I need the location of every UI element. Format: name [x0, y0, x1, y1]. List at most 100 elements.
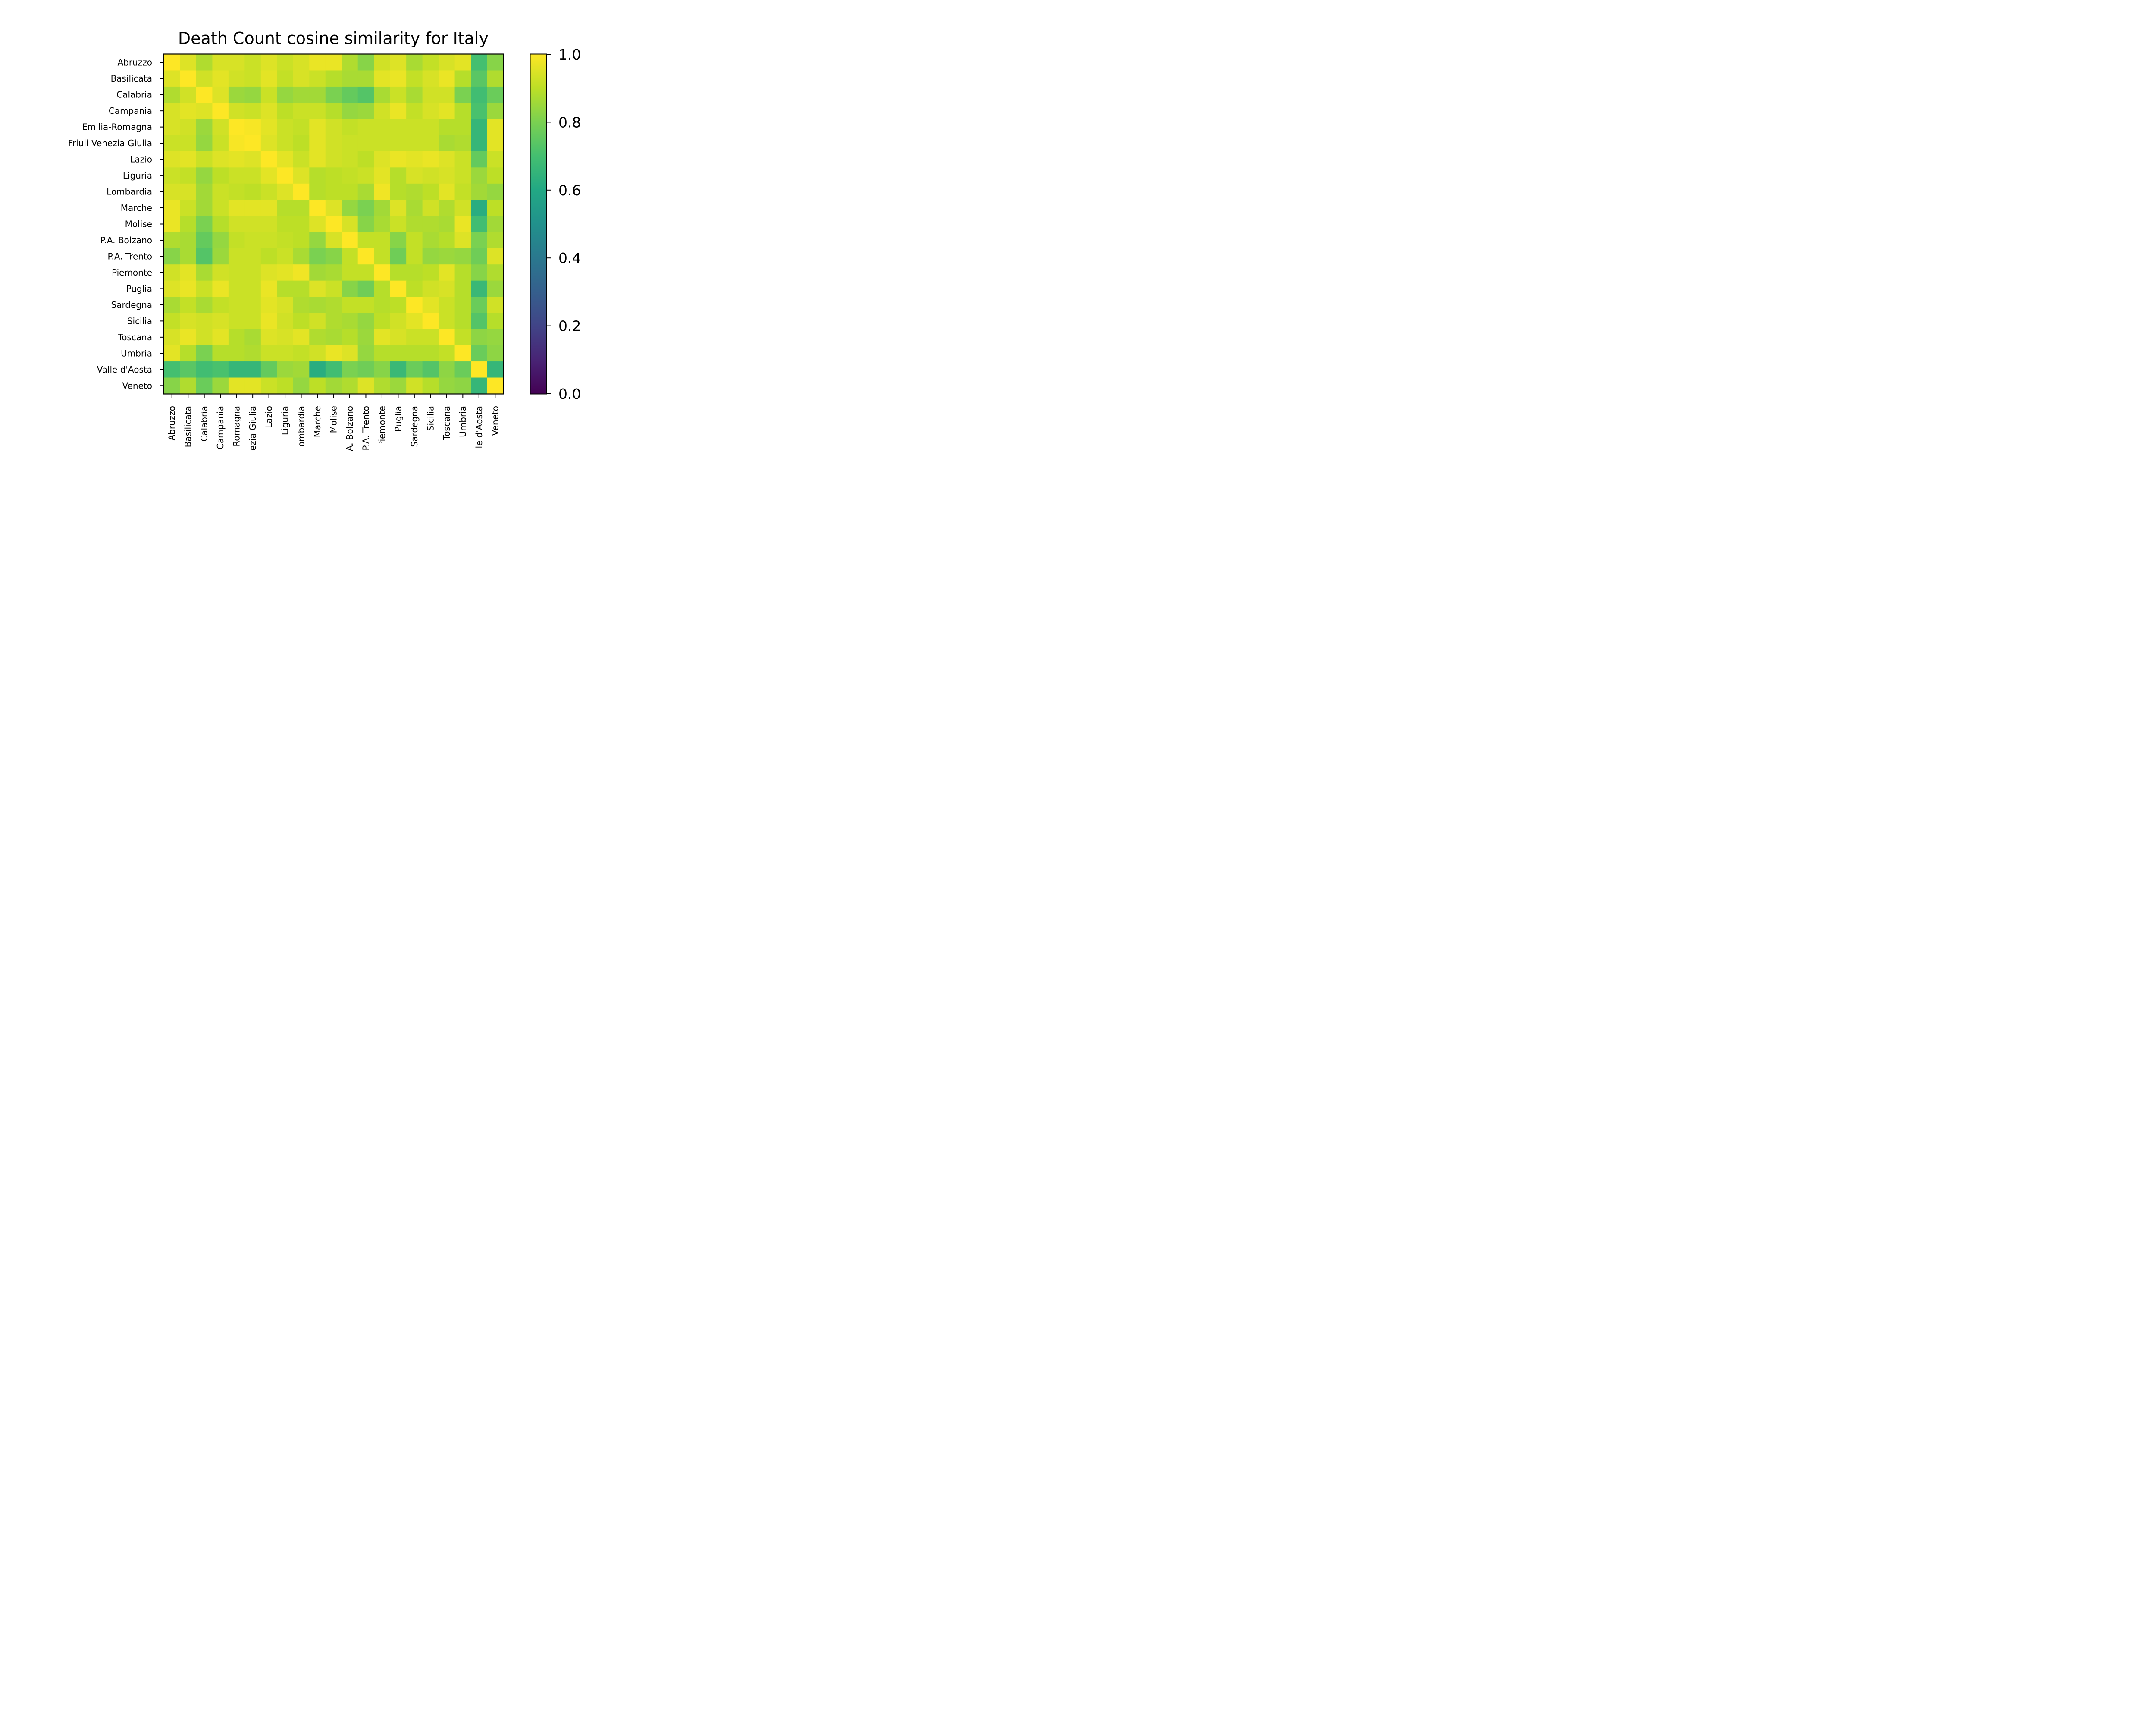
heatmap-cell	[293, 377, 310, 394]
heatmap-cell	[374, 361, 391, 378]
heatmap-cell	[277, 345, 294, 362]
heatmap-cell	[180, 86, 197, 104]
heatmap-cell	[422, 119, 439, 135]
heatmap-cell	[487, 167, 504, 184]
heatmap-cell	[439, 377, 455, 394]
heatmap-cell	[357, 200, 374, 216]
heatmap-cell	[212, 329, 229, 346]
heatmap-cell	[487, 119, 504, 135]
heatmap-cell	[212, 232, 229, 249]
heatmap-cell	[228, 345, 245, 362]
heatmap-cell	[277, 86, 294, 104]
y-tick-label: Friuli Venezia Giulia	[68, 138, 152, 148]
heatmap-cell	[180, 280, 197, 297]
heatmap-cell	[342, 345, 358, 362]
heatmap-cell	[439, 54, 455, 71]
y-tick-label: Sicilia	[127, 316, 152, 326]
heatmap-cell	[260, 264, 277, 281]
heatmap-cell	[439, 361, 455, 378]
heatmap-cell	[212, 167, 229, 184]
y-tick-label: Piemonte	[112, 267, 152, 278]
heatmap-cell	[260, 151, 277, 168]
heatmap-cell	[454, 151, 471, 168]
heatmap-cell	[260, 280, 277, 297]
heatmap-cell	[244, 361, 261, 378]
heatmap-cell	[471, 103, 488, 119]
heatmap-cell	[471, 377, 488, 394]
heatmap-cell	[406, 86, 423, 104]
heatmap-cell	[471, 313, 488, 329]
heatmap-cell	[374, 103, 391, 119]
heatmap-cell	[277, 377, 294, 394]
heatmap-cell	[390, 54, 407, 71]
heatmap-cell	[342, 167, 358, 184]
heatmap-cell	[196, 248, 213, 265]
y-tick-label: Sardegna	[111, 300, 152, 310]
heatmap-cell	[406, 151, 423, 168]
heatmap-cell	[487, 313, 504, 329]
heatmap-cell	[454, 135, 471, 152]
x-tick-label: Calabria	[199, 406, 210, 442]
heatmap-cell	[277, 200, 294, 216]
heatmap-cell	[164, 248, 181, 265]
heatmap-cell	[244, 280, 261, 297]
heatmap-cell	[244, 248, 261, 265]
heatmap-cell	[196, 151, 213, 168]
x-tick-label: Sardegna	[409, 406, 420, 447]
heatmap-cell	[342, 103, 358, 119]
heatmap-cell	[260, 167, 277, 184]
heatmap-cell	[454, 248, 471, 265]
heatmap-cell	[454, 103, 471, 119]
heatmap-cell	[196, 313, 213, 329]
heatmap-cell	[406, 232, 423, 249]
heatmap-cell	[390, 167, 407, 184]
heatmap-cell	[325, 103, 342, 119]
heatmap-cell	[439, 151, 455, 168]
heatmap-cell	[325, 200, 342, 216]
x-tick-label: Molise	[329, 406, 339, 433]
heatmap-cell	[196, 54, 213, 71]
heatmap-cell	[342, 200, 358, 216]
heatmap-cell	[374, 86, 391, 104]
heatmap-cell	[325, 248, 342, 265]
heatmap-cell	[164, 151, 181, 168]
y-tick-label: Emilia-Romagna	[82, 122, 152, 132]
heatmap-cell	[374, 329, 391, 346]
heatmap-cell	[325, 361, 342, 378]
heatmap-cell	[439, 200, 455, 216]
heatmap-cell	[309, 345, 326, 362]
heatmap-cell	[374, 297, 391, 314]
heatmap-cell	[487, 297, 504, 314]
heatmap-cell	[406, 119, 423, 135]
heatmap-cell	[293, 151, 310, 168]
heatmap-cell	[164, 377, 181, 394]
heatmap-cell	[309, 54, 326, 71]
heatmap-cell	[471, 264, 488, 281]
heatmap-cell	[228, 361, 245, 378]
heatmap-cell	[180, 54, 197, 71]
heatmap-cell	[406, 248, 423, 265]
x-tick-label: A. Bolzano	[345, 406, 355, 451]
heatmap-cell	[439, 264, 455, 281]
heatmap-cell	[390, 151, 407, 168]
heatmap-cell	[309, 248, 326, 265]
heatmap-cell	[260, 103, 277, 119]
heatmap-cell	[487, 183, 504, 200]
y-tick-label: Marche	[121, 203, 152, 213]
heatmap-cell	[180, 119, 197, 135]
heatmap-cell	[244, 151, 261, 168]
heatmap-cell	[357, 86, 374, 104]
heatmap-cell	[390, 264, 407, 281]
heatmap-cell	[260, 183, 277, 200]
heatmap-cell	[422, 200, 439, 216]
heatmap-cell	[422, 297, 439, 314]
heatmap-cell	[439, 70, 455, 87]
heatmap-cell	[164, 264, 181, 281]
heatmap-cell	[260, 329, 277, 346]
x-tick-label: P.A. Trento	[360, 406, 371, 450]
heatmap-cell	[342, 183, 358, 200]
heatmap-cell	[439, 297, 455, 314]
heatmap-cell	[244, 167, 261, 184]
heatmap-cell	[422, 103, 439, 119]
heatmap-cell	[422, 248, 439, 265]
